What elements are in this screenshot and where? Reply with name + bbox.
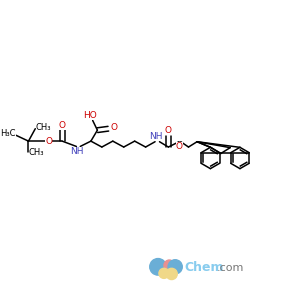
Text: CH₃: CH₃ — [29, 148, 44, 158]
Text: H₃C: H₃C — [0, 129, 16, 138]
Circle shape — [164, 260, 175, 271]
Text: NH: NH — [149, 132, 163, 141]
Circle shape — [166, 268, 177, 280]
Text: HO: HO — [83, 111, 97, 120]
Text: O: O — [176, 142, 182, 151]
Text: .com: .com — [217, 263, 244, 273]
Text: O: O — [110, 123, 117, 132]
Text: NH: NH — [70, 147, 84, 156]
Circle shape — [150, 259, 166, 275]
Text: Chem: Chem — [184, 261, 224, 274]
Circle shape — [159, 268, 169, 278]
Text: O: O — [45, 136, 52, 146]
Text: CH₃: CH₃ — [35, 123, 51, 132]
Text: O: O — [165, 126, 172, 135]
Circle shape — [168, 260, 182, 274]
Text: O: O — [59, 121, 66, 130]
